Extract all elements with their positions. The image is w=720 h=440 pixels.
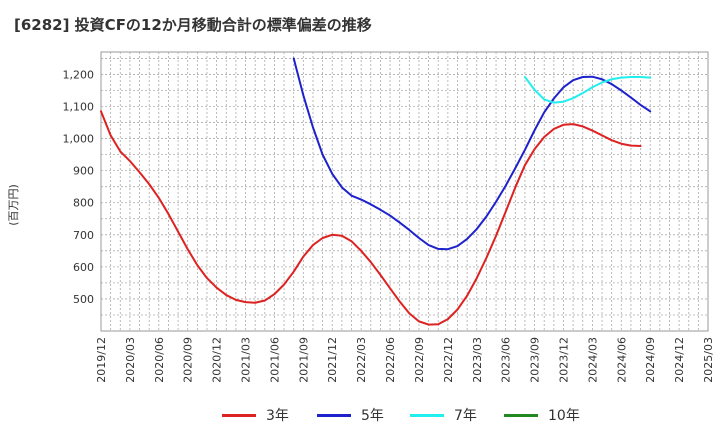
legend-swatch bbox=[222, 413, 256, 417]
legend-item: 3年 bbox=[222, 404, 289, 426]
series-line-3 bbox=[523, 76, 652, 104]
legend-label: 5年 bbox=[361, 408, 384, 424]
x-tick-label: 2022/06 bbox=[384, 337, 397, 383]
x-tick-label: 2020/12 bbox=[211, 337, 224, 383]
x-tick-label: 2022/12 bbox=[442, 337, 455, 383]
x-tick-label: 2024/09 bbox=[644, 337, 657, 383]
legend-item: 10年 bbox=[504, 404, 580, 426]
y-tick-label: 1,100 bbox=[63, 101, 95, 114]
x-tick-label: 2021/12 bbox=[326, 337, 339, 383]
x-tick-label: 2024/03 bbox=[586, 337, 599, 383]
x-tick-label: 2023/12 bbox=[557, 337, 570, 383]
series-line-1 bbox=[100, 110, 642, 326]
y-axis-label: (百万円) bbox=[7, 184, 20, 226]
series-line-2 bbox=[292, 57, 652, 251]
legend-label: 10年 bbox=[548, 408, 580, 424]
x-tick-label: 2021/03 bbox=[240, 337, 253, 383]
y-tick-label: 1,000 bbox=[63, 133, 95, 146]
x-tick-label: 2024/06 bbox=[615, 337, 628, 383]
x-tick-label: 2023/06 bbox=[500, 337, 513, 383]
x-tick-label: 2022/03 bbox=[355, 337, 368, 383]
legend-item: 7年 bbox=[410, 404, 477, 426]
x-tick-label: 2021/06 bbox=[268, 337, 281, 383]
legend-label: 7年 bbox=[454, 408, 477, 424]
y-tick-label: 800 bbox=[73, 197, 94, 210]
chart-title: [6282] 投資CFの12か月移動合計の標準偏差の推移 bbox=[14, 16, 372, 34]
x-tick-label: 2024/12 bbox=[673, 337, 686, 383]
legend-item: 5年 bbox=[317, 404, 384, 426]
x-tick-label: 2022/09 bbox=[413, 337, 426, 383]
y-tick-label: 1,200 bbox=[63, 68, 95, 81]
x-tick-label: 2025/03 bbox=[702, 337, 715, 383]
legend-swatch bbox=[317, 413, 351, 417]
x-tick-label: 2019/12 bbox=[95, 337, 108, 383]
legend-label: 3年 bbox=[266, 408, 289, 424]
x-tick-label: 2020/06 bbox=[153, 337, 166, 383]
legend: 3年 5年 7年 10年 bbox=[0, 404, 720, 426]
plot-area bbox=[100, 51, 709, 332]
y-tick-label: 900 bbox=[73, 165, 94, 178]
x-tick-label: 2023/09 bbox=[529, 337, 542, 383]
y-tick-label: 600 bbox=[73, 261, 94, 274]
x-tick-label: 2021/09 bbox=[297, 337, 310, 383]
y-tick-label: 500 bbox=[73, 293, 94, 306]
x-tick-label: 2023/03 bbox=[471, 337, 484, 383]
y-tick-label: 700 bbox=[73, 229, 94, 242]
x-tick-label: 2020/09 bbox=[182, 337, 195, 383]
x-tick-label: 2020/03 bbox=[124, 337, 137, 383]
legend-swatch bbox=[504, 413, 538, 417]
legend-swatch bbox=[410, 413, 444, 417]
